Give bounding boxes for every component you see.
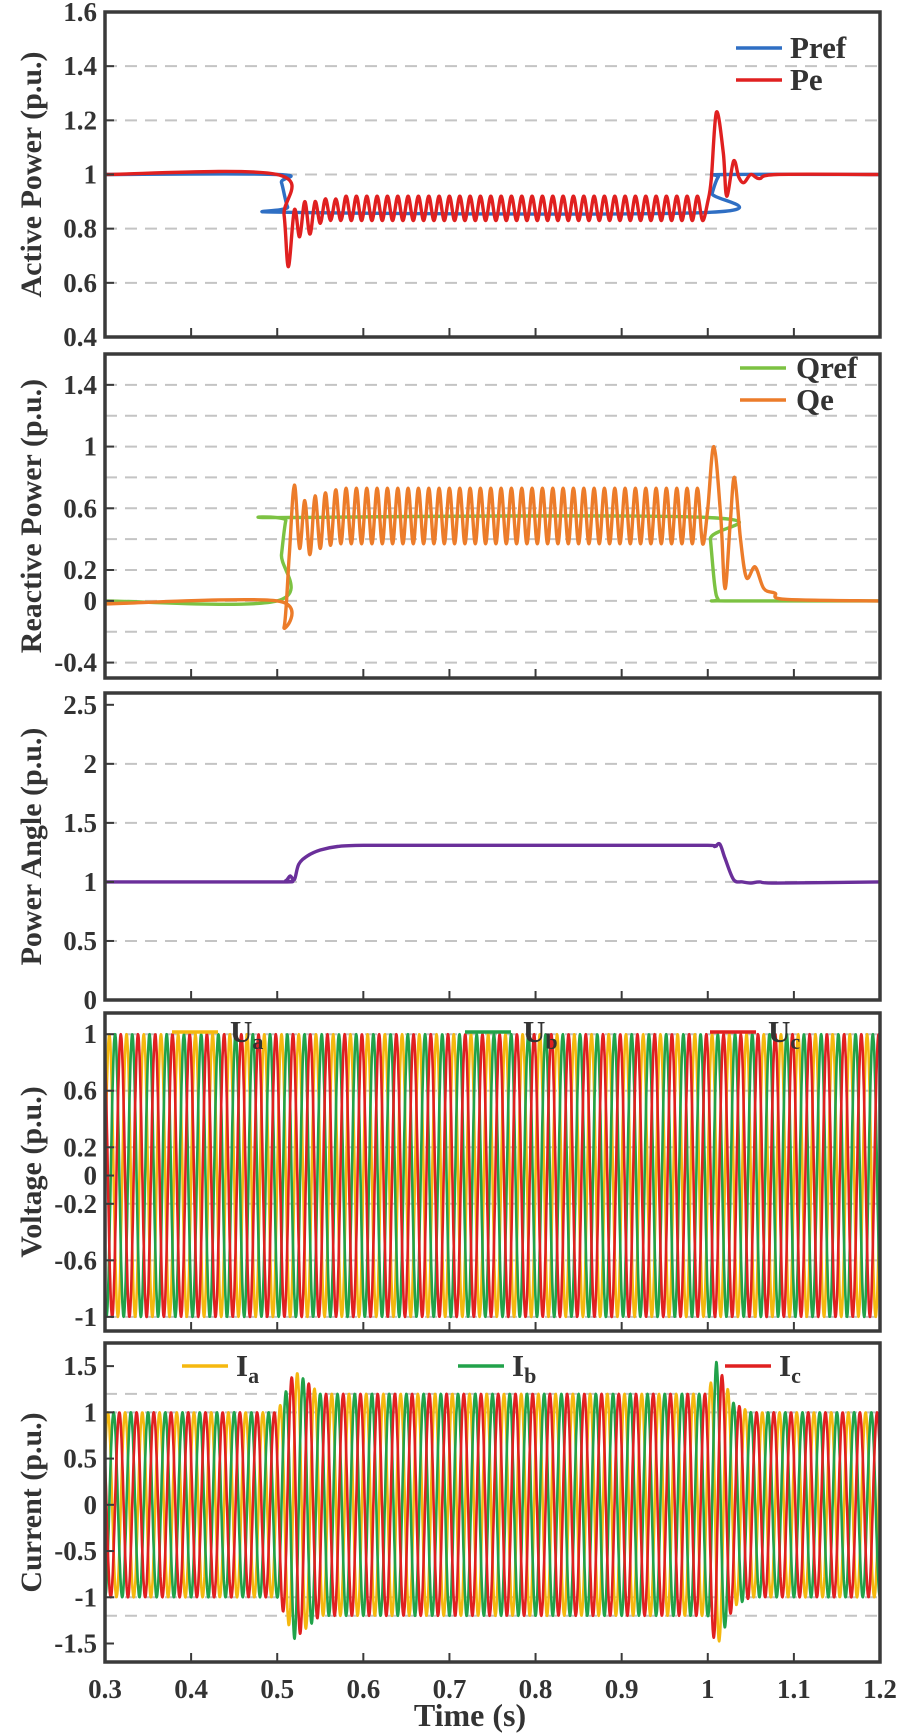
y-tick-label: 1 [84, 432, 98, 462]
x-tick-label: 0.3 [88, 1674, 122, 1704]
y-tick-label: -1 [75, 1302, 98, 1332]
x-tick-label: 1.1 [777, 1674, 811, 1704]
y-tick-label: 1 [84, 160, 98, 190]
current-panel: -1.5 -1 -0.5 0 0.5 1 1.5 0.3 0.4 0.5 0.6 0.7 0.8 0.9 1… [15, 1341, 897, 1704]
x-axis-label: Time (s) [414, 1697, 526, 1733]
y-tick-label: 0.6 [63, 1076, 97, 1106]
y-tick-label: 2.5 [63, 690, 97, 720]
y-tick-label: 0 [84, 586, 98, 616]
y-tick-label: 0.2 [63, 555, 97, 585]
y-tick-label: 1 [84, 1019, 98, 1049]
series-ua-line [105, 1032, 880, 1319]
voltage-panel: -1 -0.6 -0.200.2 0.6 1 Voltage (p.u.) Ua Ub Uc [15, 1011, 882, 1333]
x-tick-label: 0.6 [346, 1674, 380, 1704]
traces [105, 110, 880, 269]
y-tick-label: 0.4 [63, 322, 97, 352]
legend-label: Qe [796, 382, 834, 417]
plot-frame [103, 1341, 882, 1664]
series-qe-line [105, 444, 880, 631]
x-tick-label: 1 [701, 1674, 715, 1704]
y-tick-label: 1.4 [63, 51, 97, 81]
legend-label: Uc [768, 1014, 800, 1054]
y-tick-label: 0.6 [63, 268, 97, 298]
y-tick-label: 0.8 [63, 214, 97, 244]
y-tick-label: 1.6 [63, 0, 97, 27]
y-tick-label: 0 [84, 1490, 98, 1520]
y-axis-label: Voltage (p.u.) [15, 1086, 48, 1257]
x-tick-label: 0.5 [260, 1674, 294, 1704]
series-power-angle-line [105, 841, 880, 885]
y-tick-label: -1.5 [54, 1629, 97, 1659]
legend-label: Ic [779, 1348, 801, 1388]
y-tick-label: 0.2 [63, 1132, 97, 1162]
y-tick-label: -1 [75, 1582, 98, 1612]
legend-label: Pe [790, 62, 823, 97]
x-tick-label: 0.8 [519, 1674, 553, 1704]
series-uc-line [105, 1032, 880, 1319]
y-tick-label: 0.6 [63, 493, 97, 523]
legend-label: Ib [512, 1348, 536, 1388]
y-tick-label: 1.5 [63, 808, 97, 838]
x-tick-label: 0.7 [433, 1674, 467, 1704]
y-axis-label: Active Power (p.u.) [15, 51, 48, 297]
legend-label: Qref [796, 350, 858, 385]
x-tick-label: 0.4 [174, 1674, 208, 1704]
traces [105, 1360, 880, 1643]
y-axis-label: Power Angle (p.u.) [15, 728, 48, 966]
y-tick-label: 0 [84, 1161, 98, 1191]
legend-label: Ia [236, 1348, 259, 1388]
y-tick-label: -0.2 [54, 1189, 97, 1219]
y-tick-label: -0.5 [54, 1536, 97, 1566]
power-angle-panel: 0 0.5 1 1.5 2 2.5 Power Angle (p.u.) [15, 690, 882, 1015]
y-tick-label: 0.5 [63, 926, 97, 956]
y-tick-label: 1.4 [63, 370, 97, 400]
traces [105, 1032, 880, 1319]
legend-label: Ua [230, 1014, 263, 1054]
y-axis-label: Reactive Power (p.u.) [15, 379, 48, 653]
y-tick-label: -0.6 [54, 1245, 97, 1275]
y-tick-label: -0.4 [54, 648, 97, 678]
traces [105, 841, 880, 885]
y-axis-label: Current (p.u.) [15, 1412, 48, 1592]
series-ib-line [105, 1360, 880, 1640]
plot-frame [103, 1011, 882, 1333]
series-pe-line [105, 110, 880, 269]
plot-frame [103, 691, 882, 1002]
y-tick-label: 2 [84, 749, 98, 779]
y-tick-label: 0.5 [63, 1444, 97, 1474]
y-tick-label: 1 [84, 867, 98, 897]
series-ub-line [105, 1032, 880, 1319]
traces [105, 444, 880, 631]
y-tick-label: 1.5 [63, 1351, 97, 1381]
y-tick-label: 1.2 [63, 105, 97, 135]
reactive-power-panel: -0.4 00.2 0.6 1 1.4 Reactive Power (p.u.) Qref… [15, 350, 882, 680]
y-tick-label: 0 [84, 985, 98, 1015]
series-ic-line [105, 1374, 880, 1639]
y-tick-label: 1 [84, 1397, 98, 1427]
x-tick-label: 1.2 [863, 1674, 897, 1704]
plot-frame [103, 352, 882, 680]
x-tick-label: 0.9 [605, 1674, 639, 1704]
legend-label: Ub [523, 1014, 558, 1054]
legend-label: Pref [790, 30, 847, 65]
active-power-panel: 0.4 0.6 0.8 1 1.2 1.4 1.6 Active Power (p.u.) Pr… [15, 0, 882, 352]
